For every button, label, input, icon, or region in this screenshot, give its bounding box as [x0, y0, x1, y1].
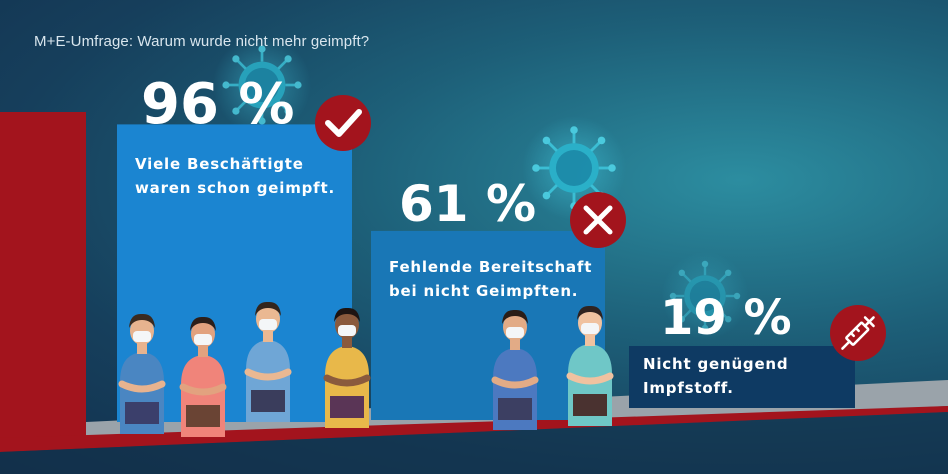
- floor-edge: [0, 406, 948, 452]
- value-label-3: 19 %: [660, 290, 792, 346]
- virus-icon: [661, 252, 749, 340]
- value-label-2: 61 %: [399, 175, 537, 233]
- person-6: [566, 305, 614, 426]
- bar-2: [371, 230, 605, 420]
- category-label-1-line-2: waren schon geimpft.: [135, 179, 335, 197]
- person-5: [491, 309, 539, 430]
- person-2: [179, 316, 227, 437]
- category-label-2-line-1: Fehlende Bereitschaft: [389, 258, 593, 276]
- category-label-1-line-1: Viele Beschäftigte: [135, 155, 304, 173]
- person-4: [323, 307, 371, 428]
- category-label-3-line-2: Impfstoff.: [643, 379, 734, 397]
- value-label-1: 96 %: [141, 72, 295, 137]
- left-red-column: [0, 112, 86, 438]
- category-label-2-line-2: bei nicht Geimpften.: [389, 282, 579, 300]
- bar-3: [629, 346, 855, 408]
- floor-shadow: [0, 412, 948, 474]
- category-label-3-line-1: Nicht genügend: [643, 355, 789, 373]
- virus-icon: [212, 35, 312, 135]
- person-3: [244, 301, 292, 422]
- check-icon: [315, 95, 371, 151]
- chart-title: M+E-Umfrage: Warum wurde nicht mehr geim…: [34, 33, 370, 50]
- cross-icon: [570, 192, 626, 248]
- people-illustration: [118, 301, 614, 437]
- person-1: [118, 313, 166, 434]
- syringe-icon: [830, 305, 886, 361]
